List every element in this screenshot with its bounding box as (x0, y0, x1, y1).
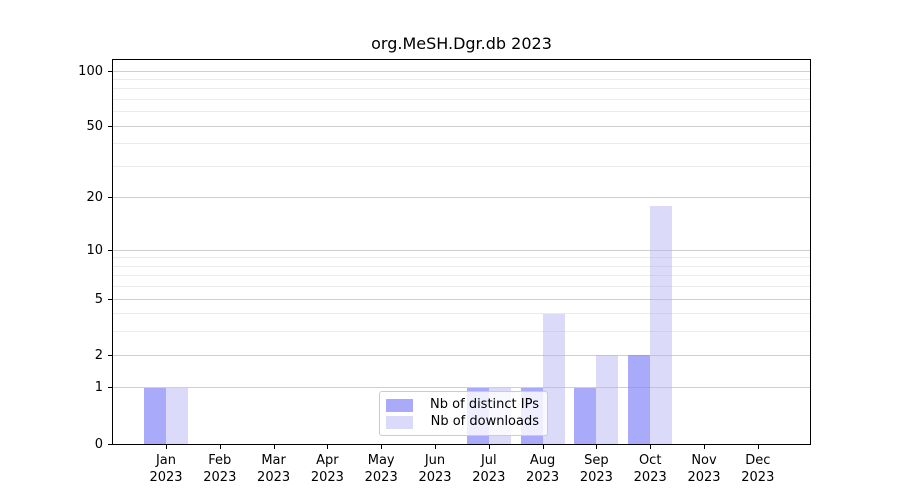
plot-canvas (113, 60, 810, 444)
x-tick (327, 445, 329, 449)
bar-downloads (166, 387, 188, 444)
x-tick-label-month: May (367, 453, 395, 468)
gridline-minor (113, 111, 810, 113)
gridline-minor (113, 98, 810, 100)
x-tick-label-year: 2023 (257, 470, 291, 485)
y-tick (108, 125, 112, 127)
x-tick-label-year: 2023 (364, 470, 398, 485)
x-tick-label-month: Apr (316, 453, 339, 468)
y-tick-label: 5 (94, 291, 103, 307)
bar-downloads (650, 206, 673, 444)
gridline-minor (113, 275, 810, 277)
y-tick-label: 50 (86, 118, 103, 134)
bar-distinct-ips (628, 355, 651, 444)
x-tick (704, 445, 705, 449)
gridline-minor (113, 265, 810, 267)
x-tick (219, 445, 221, 449)
chart-title: org.MeSH.Dgr.db 2023 (371, 34, 552, 53)
gridline-minor (113, 78, 810, 80)
x-tick (166, 445, 167, 449)
x-tick-label-year: 2023 (526, 470, 560, 485)
x-tick-label-month: Sep (584, 453, 609, 468)
x-tick-label-month: Jul (480, 453, 497, 468)
legend-swatch-downloads-icon (386, 415, 413, 429)
gridline-minor (113, 286, 810, 288)
x-tick-label-year: 2023 (633, 470, 667, 485)
bar-downloads (596, 355, 619, 444)
x-tick (757, 445, 759, 449)
x-tick-label-month: Jan (155, 453, 177, 468)
y-tick-label: 100 (78, 63, 103, 79)
x-tick-label-year: 2023 (579, 470, 613, 485)
x-tick-label-month: Aug (529, 453, 556, 468)
gridline-major (113, 354, 810, 356)
x-tick-label-month: Mar (261, 453, 286, 468)
x-tick (596, 445, 598, 449)
x-tick (381, 445, 383, 449)
legend-label-downloads: Nb of downloads (430, 414, 539, 429)
x-tick-label-month: Oct (638, 453, 662, 468)
legend-label-distinct-ips: Nb of distinct IPs (430, 397, 539, 412)
gridline-major (113, 197, 810, 199)
legend-swatch-distinct-ips-icon (386, 398, 413, 412)
y-tick (108, 298, 112, 300)
x-tick (650, 445, 652, 449)
plot-area (112, 59, 811, 445)
y-tick-label: 20 (86, 190, 103, 206)
legend-item-distinct-ips: Nb of distinct IPs (386, 397, 539, 413)
gridline-minor (113, 313, 810, 315)
x-tick-label-year: 2023 (741, 470, 775, 485)
legend-item-downloads: Nb of downloads (386, 414, 539, 430)
gridline-minor (113, 165, 810, 167)
x-tick-label-year: 2023 (310, 470, 344, 485)
gridline-major (113, 298, 810, 300)
gridline-major (113, 70, 810, 72)
x-tick-label-year: 2023 (472, 470, 506, 485)
y-tick-label: 10 (86, 242, 103, 258)
x-tick-label-year: 2023 (687, 470, 721, 485)
x-tick (488, 445, 490, 449)
legend: Nb of distinct IPs Nb of downloads (379, 391, 548, 436)
gridline-minor (113, 143, 810, 145)
x-tick-label-year: 2023 (149, 470, 183, 485)
y-tick (108, 249, 112, 251)
gridline-minor (113, 331, 810, 333)
x-tick-label-month: Jun (424, 453, 446, 468)
gridline-major (113, 387, 810, 389)
bar-distinct-ips (144, 387, 166, 444)
x-tick-label-month: Feb (208, 453, 232, 468)
y-tick-label: 2 (94, 347, 103, 363)
y-tick (108, 197, 112, 199)
y-tick (108, 443, 112, 445)
gridline-minor (113, 88, 810, 90)
x-tick-label-month: Dec (745, 453, 771, 468)
x-tick-label-year: 2023 (418, 470, 452, 485)
x-tick-label-year: 2023 (203, 470, 237, 485)
x-tick (273, 445, 275, 449)
bar-distinct-ips (574, 387, 597, 444)
y-tick-label: 0 (94, 436, 103, 452)
gridline-minor (113, 257, 810, 259)
y-tick (108, 387, 112, 389)
bar-downloads (542, 313, 565, 444)
x-tick (542, 445, 544, 449)
gridline-major (113, 125, 810, 127)
x-tick-label-month: Nov (691, 453, 717, 468)
x-tick (435, 445, 436, 449)
y-tick (108, 354, 112, 356)
gridline-major (113, 249, 810, 251)
y-tick-label: 1 (94, 380, 103, 396)
y-tick (108, 70, 112, 72)
